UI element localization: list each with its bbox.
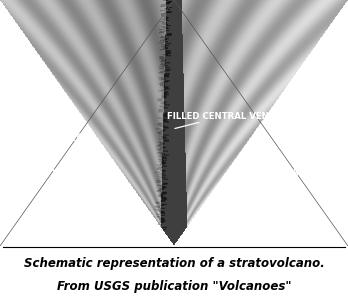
Text: From USGS publication "Volcanoes": From USGS publication "Volcanoes": [57, 280, 291, 293]
Text: FILLED CENTRAL VENT: FILLED CENTRAL VENT: [167, 112, 275, 128]
Text: LAVA FLOWS: LAVA FLOWS: [238, 169, 298, 182]
Text: Schematic representation of a stratovolcano.: Schematic representation of a stratovolc…: [24, 257, 324, 270]
Text: RADIATING DIKES: RADIATING DIKES: [0, 132, 93, 143]
Text: PYROCLASTIC LAYERS: PYROCLASTIC LAYERS: [0, 164, 116, 188]
